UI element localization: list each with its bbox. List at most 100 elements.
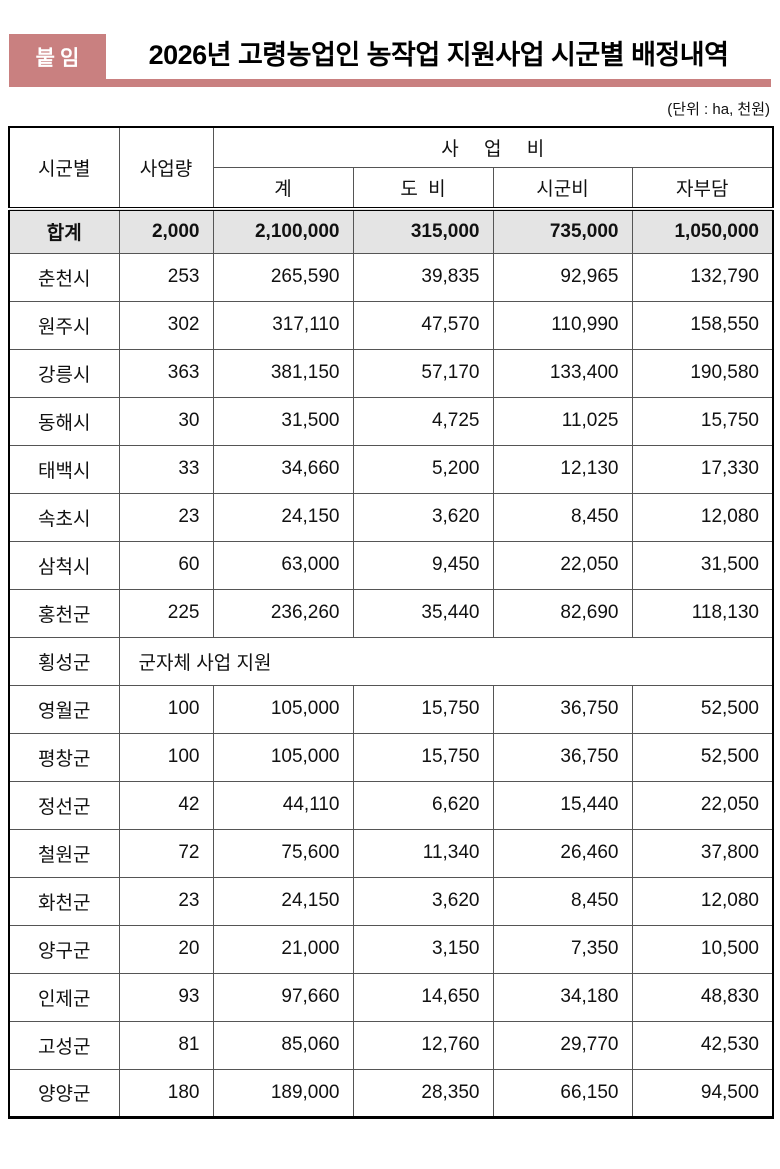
table-row: 삼척시 60 63,000 9,450 22,050 31,500 bbox=[8, 540, 774, 590]
self-cell: 12,080 bbox=[631, 876, 774, 926]
region-cell: 철원군 bbox=[8, 828, 120, 878]
province-cell: 6,620 bbox=[352, 780, 494, 830]
city-cell: 26,460 bbox=[492, 828, 633, 878]
volume-cell: 30 bbox=[118, 396, 214, 446]
self-cell: 31,500 bbox=[631, 540, 774, 590]
total-cell: 189,000 bbox=[212, 1068, 354, 1118]
self-cell: 42,530 bbox=[631, 1020, 774, 1070]
allocation-table: 시군별 사업량 사 업 비 계 도 비 시군비 자부담 합계 2,000 2,1… bbox=[8, 126, 774, 1119]
total-cell: 21,000 bbox=[212, 924, 354, 974]
city-cell: 133,400 bbox=[492, 348, 633, 398]
region-cell: 강릉시 bbox=[8, 348, 120, 398]
volume-cell: 72 bbox=[118, 828, 214, 878]
total-cell: 24,150 bbox=[212, 876, 354, 926]
province-cell: 35,440 bbox=[352, 588, 494, 638]
header-volume: 사업량 bbox=[118, 126, 214, 211]
region-cell: 고성군 bbox=[8, 1020, 120, 1070]
total-cell: 85,060 bbox=[212, 1020, 354, 1070]
self-cell: 22,050 bbox=[631, 780, 774, 830]
summary-self-cell: 1,050,000 bbox=[631, 208, 774, 254]
volume-cell: 93 bbox=[118, 972, 214, 1022]
volume-cell: 81 bbox=[118, 1020, 214, 1070]
volume-cell: 33 bbox=[118, 444, 214, 494]
province-cell: 15,750 bbox=[352, 732, 494, 782]
city-cell: 8,450 bbox=[492, 876, 633, 926]
volume-cell: 180 bbox=[118, 1068, 214, 1118]
city-cell: 34,180 bbox=[492, 972, 633, 1022]
region-cell: 삼척시 bbox=[8, 540, 120, 590]
summary-province-cell: 315,000 bbox=[352, 208, 494, 254]
self-cell: 190,580 bbox=[631, 348, 774, 398]
table-row: 양양군 180 189,000 28,350 66,150 94,500 bbox=[8, 1068, 774, 1118]
total-cell: 75,600 bbox=[212, 828, 354, 878]
merged-note-cell: 군자체 사업 지원 bbox=[118, 636, 774, 686]
total-cell: 105,000 bbox=[212, 732, 354, 782]
total-cell: 44,110 bbox=[212, 780, 354, 830]
table-row: 춘천시 253 265,590 39,835 92,965 132,790 bbox=[8, 252, 774, 302]
city-cell: 12,130 bbox=[492, 444, 633, 494]
self-cell: 12,080 bbox=[631, 492, 774, 542]
table-row: 평창군 100 105,000 15,750 36,750 52,500 bbox=[8, 732, 774, 782]
province-cell: 47,570 bbox=[352, 300, 494, 350]
region-cell: 양구군 bbox=[8, 924, 120, 974]
province-cell: 3,150 bbox=[352, 924, 494, 974]
total-cell: 97,660 bbox=[212, 972, 354, 1022]
total-cell: 34,660 bbox=[212, 444, 354, 494]
region-cell: 원주시 bbox=[8, 300, 120, 350]
city-cell: 36,750 bbox=[492, 684, 633, 734]
table-row: 동해시 30 31,500 4,725 11,025 15,750 bbox=[8, 396, 774, 446]
table-row: 영월군 100 105,000 15,750 36,750 52,500 bbox=[8, 684, 774, 734]
table-row: 원주시 302 317,110 47,570 110,990 158,550 bbox=[8, 300, 774, 350]
province-cell: 39,835 bbox=[352, 252, 494, 302]
city-cell: 82,690 bbox=[492, 588, 633, 638]
table-row: 철원군 72 75,600 11,340 26,460 37,800 bbox=[8, 828, 774, 878]
self-cell: 17,330 bbox=[631, 444, 774, 494]
table-body: 합계 2,000 2,100,000 315,000 735,000 1,050… bbox=[8, 208, 774, 1118]
city-cell: 92,965 bbox=[492, 252, 633, 302]
city-cell: 8,450 bbox=[492, 492, 633, 542]
volume-cell: 20 bbox=[118, 924, 214, 974]
self-cell: 10,500 bbox=[631, 924, 774, 974]
page-title: 2026년 고령농업인 농작업 지원사업 시군별 배정내역 bbox=[148, 40, 729, 70]
region-cell: 속초시 bbox=[8, 492, 120, 542]
region-cell: 횡성군 bbox=[8, 636, 120, 686]
header-sub-total: 계 bbox=[212, 166, 354, 211]
volume-cell: 100 bbox=[118, 684, 214, 734]
document-page: 붙임 2026년 고령농업인 농작업 지원사업 시군별 배정내역 (단위 : h… bbox=[0, 33, 780, 1169]
total-cell: 317,110 bbox=[212, 300, 354, 350]
self-cell: 132,790 bbox=[631, 252, 774, 302]
volume-cell: 253 bbox=[118, 252, 214, 302]
total-cell: 105,000 bbox=[212, 684, 354, 734]
table-row: 강릉시 363 381,150 57,170 133,400 190,580 bbox=[8, 348, 774, 398]
header-row-sub: 계 도 비 시군비 자부담 bbox=[9, 166, 774, 211]
total-cell: 63,000 bbox=[212, 540, 354, 590]
province-cell: 12,760 bbox=[352, 1020, 494, 1070]
unit-note: (단위 : ha, 천원) bbox=[667, 101, 770, 118]
table-row: 화천군 23 24,150 3,620 8,450 12,080 bbox=[8, 876, 774, 926]
region-cell: 양양군 bbox=[8, 1068, 120, 1118]
region-cell: 동해시 bbox=[8, 396, 120, 446]
province-cell: 28,350 bbox=[352, 1068, 494, 1118]
summary-city-cell: 735,000 bbox=[492, 208, 633, 254]
city-cell: 36,750 bbox=[492, 732, 633, 782]
city-cell: 22,050 bbox=[492, 540, 633, 590]
region-cell: 춘천시 bbox=[8, 252, 120, 302]
attachment-badge: 붙임 bbox=[9, 34, 106, 79]
volume-cell: 302 bbox=[118, 300, 214, 350]
self-cell: 158,550 bbox=[631, 300, 774, 350]
city-cell: 29,770 bbox=[492, 1020, 633, 1070]
summary-volume-cell: 2,000 bbox=[118, 208, 214, 254]
summary-total-cell: 2,100,000 bbox=[212, 208, 354, 254]
city-cell: 11,025 bbox=[492, 396, 633, 446]
self-cell: 118,130 bbox=[631, 588, 774, 638]
volume-cell: 100 bbox=[118, 732, 214, 782]
total-cell: 236,260 bbox=[212, 588, 354, 638]
table-row: 인제군 93 97,660 14,650 34,180 48,830 bbox=[8, 972, 774, 1022]
total-cell: 381,150 bbox=[212, 348, 354, 398]
city-cell: 7,350 bbox=[492, 924, 633, 974]
province-cell: 3,620 bbox=[352, 492, 494, 542]
table-row: 정선군 42 44,110 6,620 15,440 22,050 bbox=[8, 780, 774, 830]
province-cell: 5,200 bbox=[352, 444, 494, 494]
masthead: 붙임 2026년 고령농업인 농작업 지원사업 시군별 배정내역 bbox=[9, 33, 771, 87]
region-cell: 영월군 bbox=[8, 684, 120, 734]
